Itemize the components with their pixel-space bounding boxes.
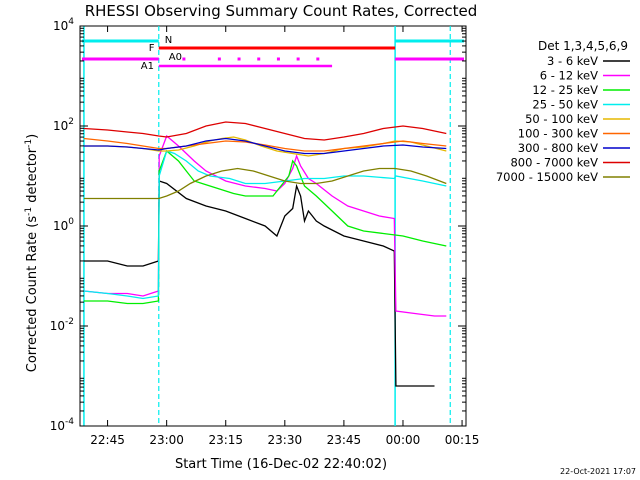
flag-tick-a0 bbox=[237, 57, 241, 61]
plot-frame bbox=[79, 25, 467, 427]
y-tick-label: 10-4 bbox=[50, 417, 75, 433]
legend-label: 300 - 800 keV bbox=[518, 141, 598, 155]
y-axis-label: Corrected Count Rate (s-1 detector-1) bbox=[24, 134, 40, 372]
x-tick-label: 23:45 bbox=[327, 433, 362, 447]
x-axis-label: Start Time (16-Dec-02 22:40:02) bbox=[175, 457, 387, 472]
flag-bars: NF A0 A1 bbox=[82, 35, 464, 72]
legend-label: 100 - 300 keV bbox=[518, 127, 598, 141]
x-tick-label: 23:30 bbox=[268, 433, 303, 447]
flag-tick-a0 bbox=[276, 57, 280, 61]
y-axis-ticks: 104 102 100 10-2 10-4 bbox=[50, 17, 466, 433]
footer-timestamp: 22-Oct-2021 17:07 bbox=[560, 467, 636, 476]
chart-title: RHESSI Observing Summary Count Rates, Co… bbox=[85, 2, 478, 20]
legend-label: 50 - 100 keV bbox=[525, 112, 598, 126]
y-tick-label: 104 bbox=[53, 17, 74, 33]
legend-label: 7000 - 15000 keV bbox=[496, 170, 598, 184]
x-tick-label: 00:15 bbox=[445, 433, 480, 447]
x-tick-label: 00:00 bbox=[386, 433, 421, 447]
legend-title: Det 1,3,4,5,6,9 bbox=[538, 39, 628, 53]
legend-label: 25 - 50 keV bbox=[532, 98, 598, 112]
legend-label: 6 - 12 keV bbox=[540, 69, 598, 83]
series-line-3 bbox=[83, 150, 447, 300]
y-tick-label: 100 bbox=[53, 217, 74, 233]
y-tick-label: 10-2 bbox=[50, 317, 74, 333]
series-line-6 bbox=[83, 137, 447, 155]
series-line-8 bbox=[83, 167, 447, 200]
flag-label: A0 bbox=[169, 52, 182, 63]
flag-label: A1 bbox=[141, 61, 154, 72]
series-line-2 bbox=[83, 149, 447, 305]
flag-tick-a0 bbox=[182, 57, 186, 61]
x-tick-label: 23:00 bbox=[149, 433, 184, 447]
legend-label: 12 - 25 keV bbox=[532, 83, 598, 97]
x-tick-label: 22:45 bbox=[90, 433, 125, 447]
x-tick-label: 23:15 bbox=[208, 433, 243, 447]
flag-tick-a0 bbox=[296, 57, 300, 61]
legend-label: 3 - 6 keV bbox=[547, 54, 598, 68]
plot-area: NF A0 A1 bbox=[79, 25, 467, 427]
flag-tick-a0 bbox=[217, 57, 221, 61]
flag-tick-a0 bbox=[257, 57, 261, 61]
series-line-5 bbox=[83, 137, 447, 152]
series-line-0 bbox=[83, 180, 435, 387]
flag-label: N bbox=[165, 35, 172, 46]
legend-label: 800 - 7000 keV bbox=[510, 156, 598, 170]
flag-label: F bbox=[149, 43, 155, 54]
y-tick-label: 102 bbox=[53, 117, 74, 133]
x-axis-ticks: 22:45 23:00 23:15 23:30 23:45 00:00 00:15 bbox=[90, 26, 479, 447]
flag-tick-a0 bbox=[316, 57, 320, 61]
series-line-7 bbox=[83, 121, 447, 141]
